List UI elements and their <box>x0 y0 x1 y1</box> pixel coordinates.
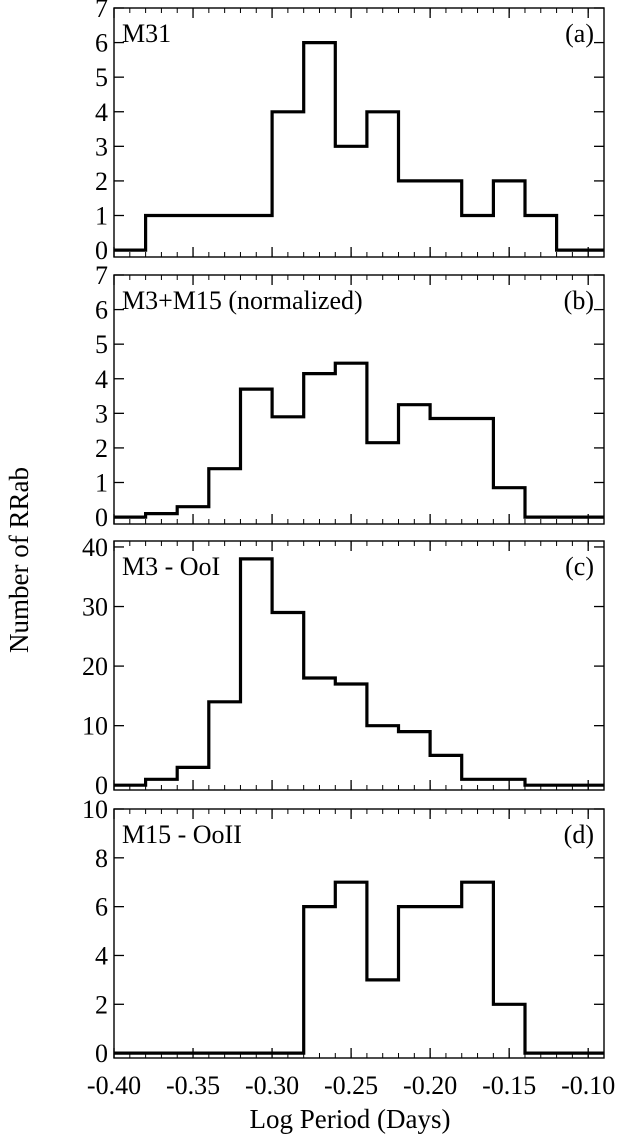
y-axis-title: Number of RRab <box>4 467 34 653</box>
panel-b-frame <box>113 274 605 525</box>
panel-c-y-tick-label: 20 <box>82 652 108 681</box>
x-tick-label: -0.20 <box>403 1071 457 1100</box>
panel-b-title: M3+M15 (normalized) <box>122 286 363 315</box>
panel-b-y-tick-label: 4 <box>95 365 108 394</box>
panel-d: 0 2 4 6 8 10 M15 - OoII (d) <box>82 795 605 1068</box>
panel-a-y-tick-label: 1 <box>95 202 108 231</box>
x-tick-label: -0.10 <box>561 1071 615 1100</box>
panels-layer: 0 1 2 3 4 5 6 7 M31 (a) 0 1 2 3 4 5 6 7 M3+M15 (normalized… <box>82 0 615 1100</box>
panel-b-histogram-series <box>114 361 604 519</box>
panel-b: 0 1 2 3 4 5 6 7 M3+M15 (normalized) (b) <box>95 261 605 532</box>
panel-a-y-tick-label: 3 <box>95 132 108 161</box>
panel-c-histogram-series <box>114 557 604 787</box>
panel-a-y-tick-label: 0 <box>95 236 108 265</box>
panel-d-y-tick-label: 0 <box>95 1039 108 1068</box>
panel-c-y-tick-label: 0 <box>95 771 108 800</box>
x-tick-label: -0.25 <box>324 1071 378 1100</box>
panel-a-y-tick-label: 5 <box>95 63 108 92</box>
panel-c: 0 10 20 30 40 M3 - OoI (c) <box>82 533 605 800</box>
panel-b-y-tick-label: 6 <box>95 296 108 325</box>
panel-a-y-tick-label: 4 <box>95 98 108 127</box>
panel-c-y-tick-label: 10 <box>82 712 108 741</box>
panel-c-y-tick-label: 30 <box>82 593 108 622</box>
panel-d-y-tick-label: 6 <box>95 893 108 922</box>
panel-a-y-tick-label: 2 <box>95 167 108 196</box>
panel-d-y-tick-label: 10 <box>82 795 108 824</box>
panel-b-y-tick-label: 7 <box>95 261 108 290</box>
panel-a-tag: (a) <box>565 19 594 48</box>
x-tick-label: -0.30 <box>245 1071 299 1100</box>
panel-a-frame <box>113 7 605 258</box>
x-tick-label: -0.15 <box>482 1071 536 1100</box>
panel-d-title: M15 - OoII <box>122 820 242 849</box>
x-axis-title: Log Period (Days) <box>250 1104 451 1134</box>
panel-a-title: M31 <box>122 19 171 48</box>
panel-d-y-tick-label: 4 <box>95 941 108 970</box>
panel-d-y-tick-label: 2 <box>95 990 108 1019</box>
panel-a-y-tick-label: 7 <box>95 0 108 23</box>
panel-a: 0 1 2 3 4 5 6 7 M31 (a) <box>95 0 605 265</box>
panel-c-title: M3 - OoI <box>122 552 220 581</box>
panel-d-tag: (d) <box>564 820 594 849</box>
panel-d-frame <box>113 808 605 1059</box>
x-tick-label: -0.40 <box>87 1071 141 1100</box>
panel-a-histogram-series <box>114 41 604 252</box>
x-tick-label: -0.35 <box>166 1071 220 1100</box>
panel-d-histogram-series <box>114 880 604 1055</box>
panel-a-y-tick-label: 6 <box>95 29 108 58</box>
panel-c-y-tick-label: 40 <box>82 533 108 562</box>
panel-b-y-tick-label: 3 <box>95 399 108 428</box>
panel-b-tag: (b) <box>564 286 594 315</box>
panel-c-tag: (c) <box>565 552 594 581</box>
panel-b-y-tick-label: 0 <box>95 503 108 532</box>
panel-b-y-tick-label: 2 <box>95 434 108 463</box>
panel-b-y-tick-label: 5 <box>95 330 108 359</box>
panel-b-y-tick-label: 1 <box>95 469 108 498</box>
panel-d-y-tick-label: 8 <box>95 844 108 873</box>
